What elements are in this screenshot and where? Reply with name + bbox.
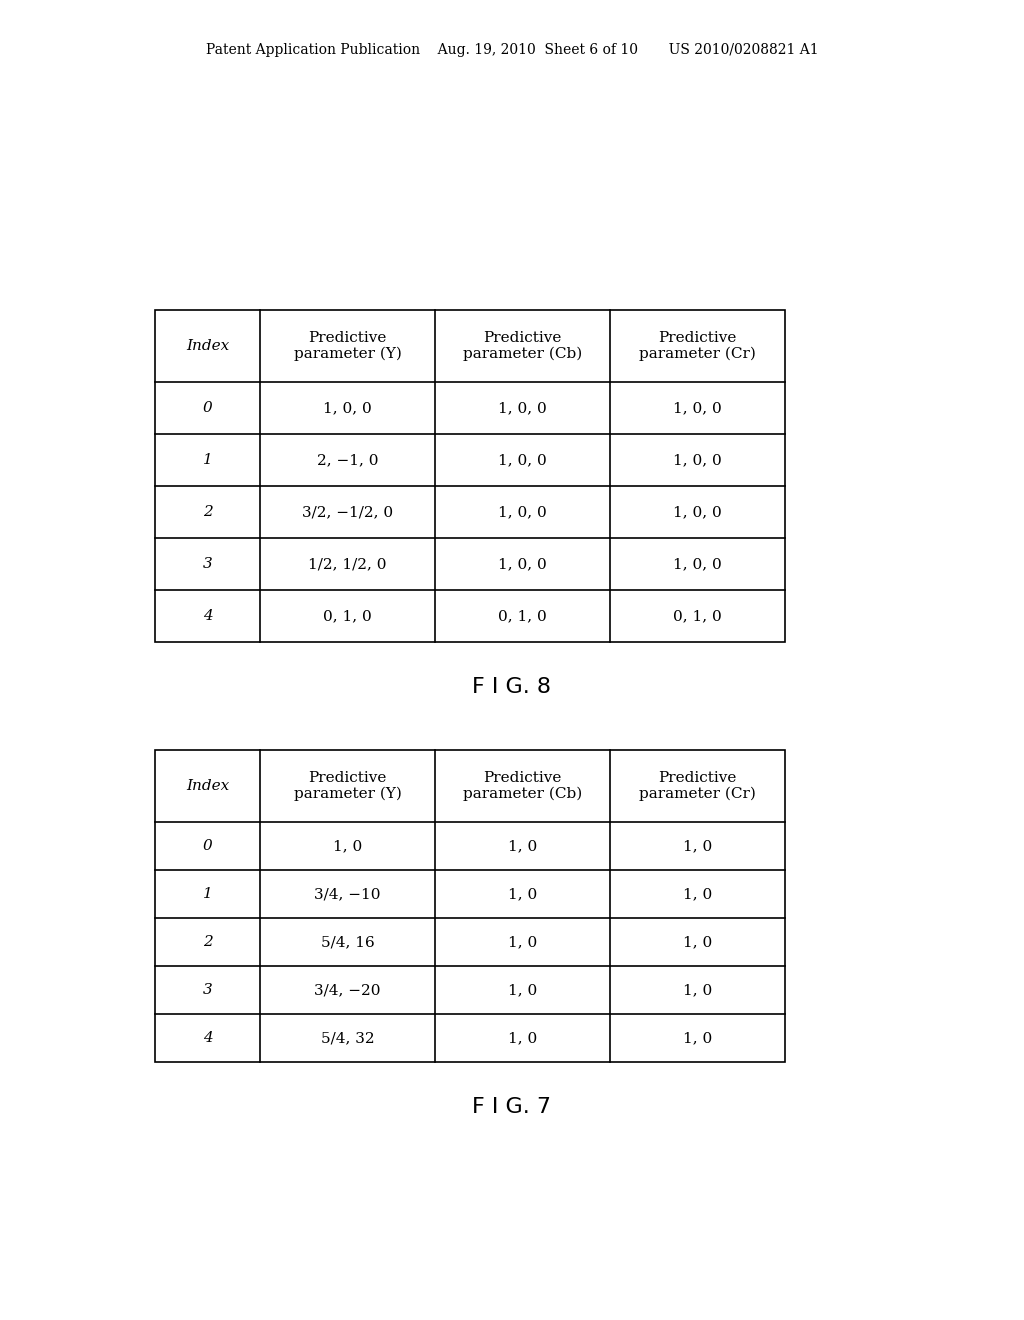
Text: 1, 0: 1, 0 xyxy=(508,935,538,949)
Text: 2: 2 xyxy=(203,935,212,949)
Text: 1: 1 xyxy=(203,453,212,467)
Text: 1, 0: 1, 0 xyxy=(333,840,362,853)
Text: 3: 3 xyxy=(203,983,212,997)
Text: 1, 0: 1, 0 xyxy=(683,1031,712,1045)
Text: 5/4, 32: 5/4, 32 xyxy=(321,1031,375,1045)
Text: F I G. 8: F I G. 8 xyxy=(472,677,552,697)
Text: 3/4, −10: 3/4, −10 xyxy=(314,887,381,902)
Text: 3/2, −1/2, 0: 3/2, −1/2, 0 xyxy=(302,506,393,519)
Text: 1, 0: 1, 0 xyxy=(683,887,712,902)
Text: 4: 4 xyxy=(203,1031,212,1045)
Bar xyxy=(155,310,785,642)
Text: Patent Application Publication    Aug. 19, 2010  Sheet 6 of 10       US 2010/020: Patent Application Publication Aug. 19, … xyxy=(206,44,818,57)
Text: 0, 1, 0: 0, 1, 0 xyxy=(324,609,372,623)
Text: 1, 0: 1, 0 xyxy=(508,887,538,902)
Text: Predictive
parameter (Y): Predictive parameter (Y) xyxy=(294,771,401,801)
Text: Predictive
parameter (Cr): Predictive parameter (Cr) xyxy=(639,771,756,801)
Text: 0: 0 xyxy=(203,401,212,414)
Text: 1: 1 xyxy=(203,887,212,902)
Text: Predictive
parameter (Cb): Predictive parameter (Cb) xyxy=(463,771,582,801)
Text: Index: Index xyxy=(186,339,229,352)
Text: Predictive
parameter (Cb): Predictive parameter (Cb) xyxy=(463,331,582,362)
Text: 1, 0, 0: 1, 0, 0 xyxy=(673,401,722,414)
Text: 0, 1, 0: 0, 1, 0 xyxy=(673,609,722,623)
Text: 1, 0, 0: 1, 0, 0 xyxy=(498,401,547,414)
Text: Predictive
parameter (Y): Predictive parameter (Y) xyxy=(294,331,401,362)
Text: 1, 0: 1, 0 xyxy=(683,935,712,949)
Text: 5/4, 16: 5/4, 16 xyxy=(321,935,375,949)
Text: 3: 3 xyxy=(203,557,212,572)
Text: 1, 0: 1, 0 xyxy=(508,1031,538,1045)
Text: 1, 0, 0: 1, 0, 0 xyxy=(498,506,547,519)
Text: Predictive
parameter (Cr): Predictive parameter (Cr) xyxy=(639,331,756,362)
Text: Index: Index xyxy=(186,779,229,793)
Text: 1, 0, 0: 1, 0, 0 xyxy=(498,557,547,572)
Bar xyxy=(155,750,785,1063)
Text: 1, 0, 0: 1, 0, 0 xyxy=(673,453,722,467)
Text: 3/4, −20: 3/4, −20 xyxy=(314,983,381,997)
Text: 1, 0: 1, 0 xyxy=(508,983,538,997)
Text: 0, 1, 0: 0, 1, 0 xyxy=(498,609,547,623)
Text: 0: 0 xyxy=(203,840,212,853)
Text: 4: 4 xyxy=(203,609,212,623)
Text: 1, 0, 0: 1, 0, 0 xyxy=(673,506,722,519)
Text: 1, 0: 1, 0 xyxy=(683,983,712,997)
Text: 1/2, 1/2, 0: 1/2, 1/2, 0 xyxy=(308,557,387,572)
Text: 1, 0: 1, 0 xyxy=(508,840,538,853)
Text: 1, 0, 0: 1, 0, 0 xyxy=(324,401,372,414)
Text: 2: 2 xyxy=(203,506,212,519)
Text: 1, 0: 1, 0 xyxy=(683,840,712,853)
Text: 1, 0, 0: 1, 0, 0 xyxy=(498,453,547,467)
Text: 2, −1, 0: 2, −1, 0 xyxy=(316,453,378,467)
Text: F I G. 7: F I G. 7 xyxy=(472,1097,552,1117)
Text: 1, 0, 0: 1, 0, 0 xyxy=(673,557,722,572)
